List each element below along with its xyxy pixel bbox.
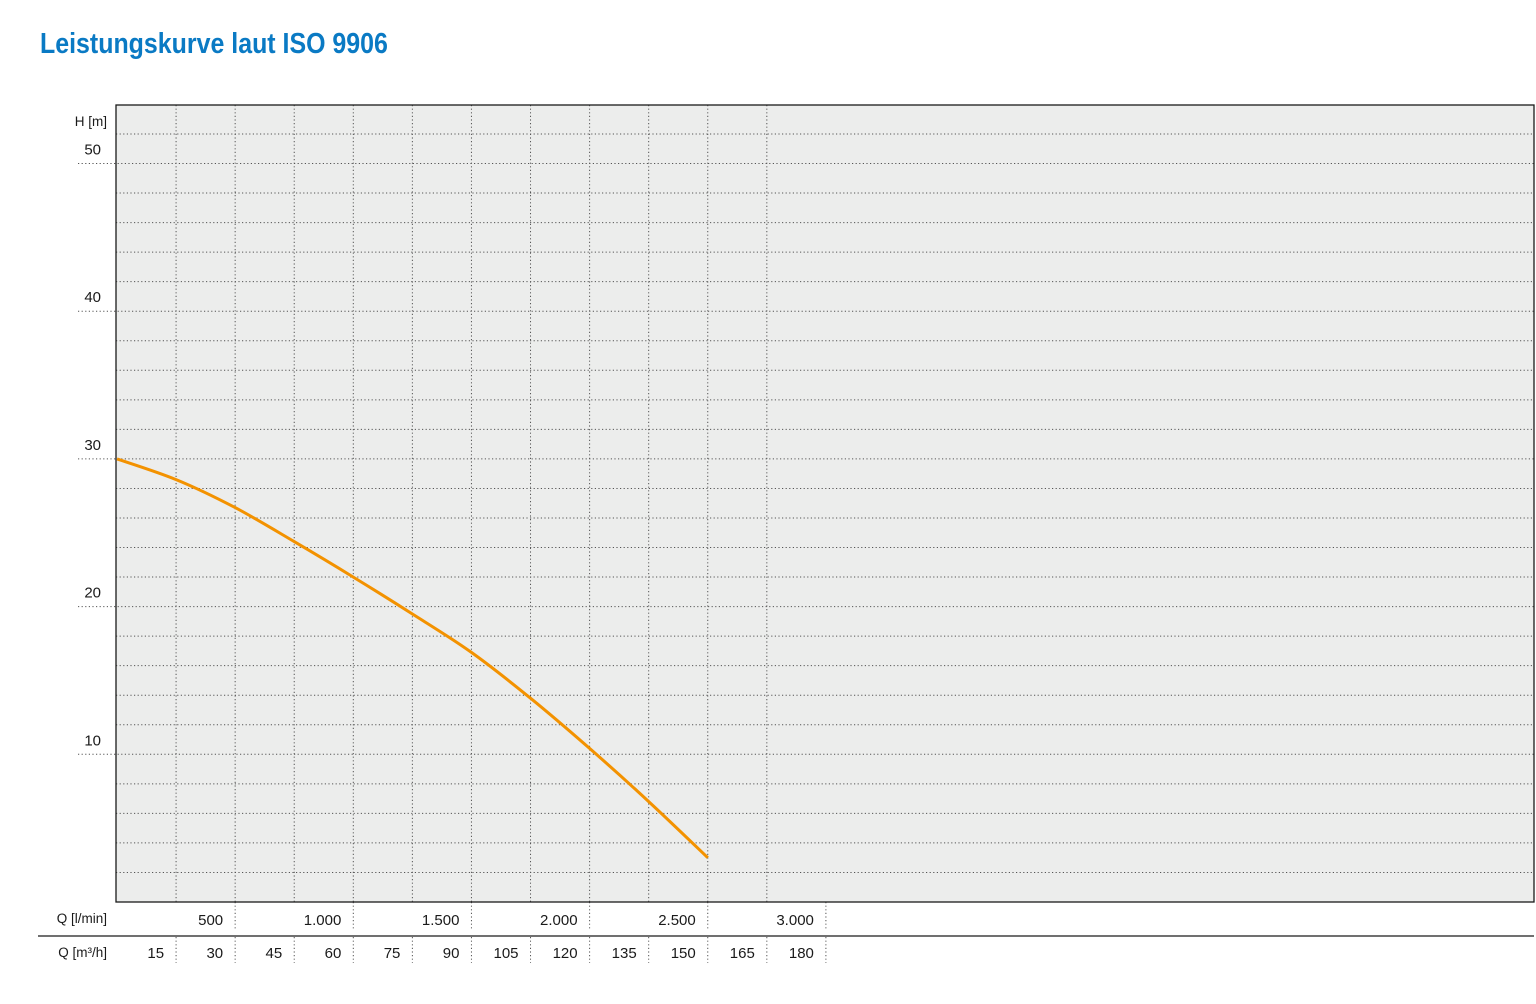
y-tick-label: 10 [84,732,101,749]
x-tick-label: 3.000 [776,912,814,929]
x-secondary-tick-label: 120 [553,945,578,962]
chart-title: Leistungskurve laut ISO 9906 [40,28,388,60]
x-secondary-tick-label: 45 [266,945,283,962]
x-tick-label: 1.500 [422,912,460,929]
series-layer [116,457,709,859]
x-secondary-tick-label: 135 [612,945,637,962]
y-tick-label: 50 [84,142,101,159]
x-secondary-tick-label: 165 [730,945,755,962]
x-secondary-tick-label: 90 [443,945,460,962]
x-tick-label: 1.000 [304,912,342,929]
axes [38,104,1535,937]
plot-frame [115,104,1535,903]
x-secondary-tick-label: 60 [325,945,342,962]
x-secondary-tick-label: 15 [147,945,164,962]
series-line [116,457,709,859]
x-secondary-tick-label: 150 [671,945,696,962]
y-tick-label: 20 [84,585,101,602]
x-tick-label: 2.000 [540,912,578,929]
y-tick-label: 40 [84,289,101,306]
plot-area [116,105,1534,902]
x-tick-label: 2.500 [658,912,696,929]
grid [78,105,1534,963]
x-secondary-tick-label: 75 [384,945,401,962]
y-axis-label: H [m] [75,114,107,129]
x-secondary-tick-label: 180 [789,945,814,962]
x-axis-label: Q [l/min] [57,911,107,926]
x-secondary-tick-label: 105 [493,945,518,962]
x-tick-label: 500 [198,912,223,929]
x-secondary-tick-label: 30 [206,945,223,962]
y-tick-label: 30 [84,437,101,454]
axis-labels: H [m] 10 20 30 40 50 Q [l/min] 500 1.000 1.500 2.0… [57,114,814,962]
x-secondary-axis-label: Q [m³/h] [58,945,107,960]
